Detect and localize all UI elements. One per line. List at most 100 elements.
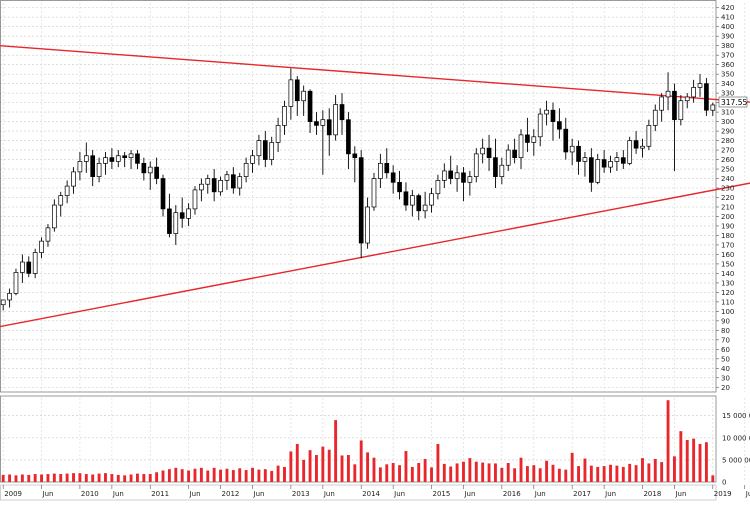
candle	[410, 189, 415, 217]
price-tick-label: 190	[721, 222, 734, 230]
candle	[7, 288, 12, 308]
candle-body	[122, 155, 127, 159]
candle-body	[52, 204, 57, 229]
candle-body	[390, 172, 396, 183]
candle	[467, 170, 473, 196]
volume-bar	[494, 463, 497, 482]
price-tick-label: 270	[721, 147, 734, 155]
volume-bar	[666, 400, 670, 482]
candle-body	[416, 195, 422, 212]
volume-bar	[455, 463, 459, 482]
price-tick-label: 380	[721, 42, 734, 50]
volume-bar	[538, 468, 542, 482]
candle-body	[486, 147, 492, 159]
candle-body	[282, 106, 287, 126]
candle-body	[83, 155, 89, 162]
time-tick-label: Jun	[393, 490, 405, 498]
candle-body	[589, 157, 594, 183]
price-tick-label: 70	[721, 336, 730, 344]
candle-body	[627, 140, 633, 164]
candle	[378, 153, 383, 189]
candle-body	[499, 164, 505, 177]
volume-bar	[46, 474, 50, 482]
candle-body	[640, 145, 645, 149]
volume-bar	[308, 450, 312, 482]
candle	[346, 112, 351, 170]
candle	[691, 79, 696, 103]
candle-body	[250, 155, 255, 164]
price-tick-label: 200	[721, 213, 734, 221]
candle	[499, 157, 505, 185]
volume-bar	[398, 465, 401, 482]
volume-bar	[525, 466, 529, 482]
price-tick-label: 150	[721, 260, 734, 268]
candle	[141, 157, 147, 181]
candle	[435, 174, 441, 200]
candle	[473, 148, 479, 183]
candle-body	[275, 125, 281, 143]
volume-bar	[653, 459, 657, 482]
volume-bar	[404, 451, 408, 482]
price-tick-label: 20	[721, 384, 730, 392]
candle-body	[186, 208, 191, 219]
candle	[550, 102, 556, 141]
volume-bar	[20, 474, 24, 482]
volume-bar	[609, 464, 612, 482]
price-tick-label: 290	[721, 128, 734, 136]
candle-body	[633, 140, 639, 149]
price-tick-label: 100	[721, 308, 734, 316]
candle	[320, 110, 326, 175]
candle-body	[167, 208, 172, 234]
volume-bar	[123, 475, 127, 482]
candle	[608, 155, 613, 173]
candle	[307, 89, 313, 133]
candle	[640, 138, 645, 158]
volume-bar	[283, 466, 286, 482]
candle-body	[294, 79, 300, 102]
volume-bar	[679, 431, 683, 482]
candle	[147, 161, 153, 190]
volume-bar	[110, 474, 114, 482]
volume-bar	[340, 455, 344, 482]
candle-body	[710, 104, 716, 111]
volume-bar	[155, 472, 159, 482]
price-tick-label: 350	[721, 71, 734, 79]
price-tick-label: 230	[721, 185, 734, 193]
volume-tick-label: 15 000 000	[722, 412, 750, 420]
candle-body	[665, 90, 671, 98]
candle	[665, 72, 671, 111]
candle-body	[26, 261, 32, 274]
candle-body	[39, 240, 44, 253]
volume-bar	[481, 462, 485, 482]
price-tick-label: 180	[721, 232, 734, 240]
volume-bar	[136, 473, 139, 482]
time-tick-label: Jun	[674, 490, 686, 498]
trendlines	[0, 44, 750, 328]
candle	[122, 151, 127, 168]
volume-bar	[577, 466, 580, 482]
time-tick-label: 2018	[643, 490, 661, 498]
candle	[115, 150, 121, 168]
candle	[531, 129, 537, 156]
volume-bar	[129, 474, 133, 482]
candle	[103, 151, 108, 175]
candle	[90, 150, 96, 187]
candle-body	[659, 96, 664, 111]
candle-body	[147, 166, 153, 174]
price-tick-label: 40	[721, 365, 730, 373]
candle-body	[569, 145, 575, 153]
volume-bar	[199, 467, 203, 482]
candle-body	[0, 299, 6, 306]
candle	[646, 119, 652, 151]
volume-bar	[704, 442, 708, 482]
candle	[614, 151, 620, 171]
trendline-upper-resistance	[0, 44, 750, 103]
volume-bar	[33, 474, 37, 482]
time-tick-label: Jun	[253, 490, 265, 498]
volume-bar	[40, 474, 43, 482]
volume-bar	[225, 468, 229, 482]
time-tick-label: 2017	[573, 490, 591, 498]
time-tick-label: 2016	[503, 490, 521, 498]
time-tick-label: 2011	[151, 490, 169, 498]
candle-body	[480, 147, 485, 155]
